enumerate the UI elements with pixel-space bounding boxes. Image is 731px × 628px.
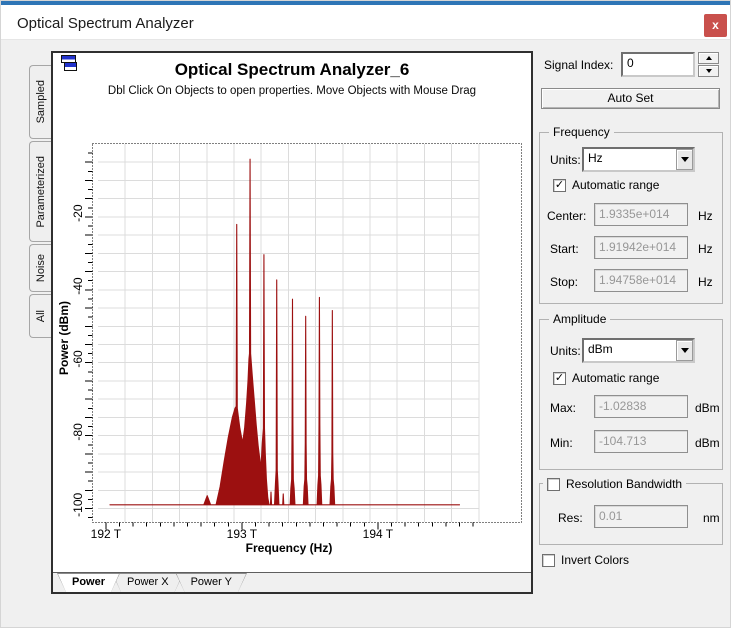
stop-field: 1.94758e+014 bbox=[594, 269, 688, 292]
x-tick-label: 194 T bbox=[363, 527, 394, 541]
close-icon: x bbox=[712, 18, 719, 32]
center-field: 1.9335e+014 bbox=[594, 203, 688, 226]
res-value: 0.01 bbox=[599, 509, 623, 523]
arrow-down-icon bbox=[705, 69, 712, 73]
frequency-auto-range-label: Automatic range bbox=[572, 178, 660, 192]
frequency-units-combo[interactable]: Hz bbox=[582, 147, 695, 172]
amplitude-units-value: dBm bbox=[588, 342, 613, 356]
max-label: Max: bbox=[550, 401, 577, 415]
tab-power-y-label: Power Y bbox=[190, 576, 232, 588]
tab-power-x-label: Power X bbox=[127, 576, 169, 588]
center-value: 1.9335e+014 bbox=[599, 207, 670, 221]
titlebar: Optical Spectrum Analyzer x bbox=[1, 1, 730, 40]
signal-index-value: 0 bbox=[627, 56, 634, 70]
resolution-bandwidth-group: Resolution Bandwidth Res: 0.01 nm bbox=[539, 477, 723, 545]
y-tick-label: -40 bbox=[71, 277, 85, 295]
tab-parameterized-label: Parameterized bbox=[35, 155, 47, 228]
tab-sampled[interactable]: Sampled bbox=[29, 65, 52, 139]
y-tick-label: -80 bbox=[71, 423, 85, 441]
chevron-down-icon bbox=[680, 157, 689, 162]
invert-colors-label: Invert Colors bbox=[561, 553, 630, 567]
signal-index-label: Signal Index: bbox=[544, 58, 614, 72]
y-tick-label: -60 bbox=[71, 350, 85, 368]
signal-index-spin-down[interactable] bbox=[698, 65, 719, 77]
res-unit: nm bbox=[703, 511, 720, 525]
amplitude-group: Amplitude Units: dBm ✓ Automatic range M… bbox=[539, 312, 723, 470]
tab-sampled-label: Sampled bbox=[35, 80, 47, 124]
tab-power-label: Power bbox=[72, 576, 106, 588]
sheet-tab-strip: Power Power X Power Y bbox=[53, 572, 531, 592]
combo-dropdown-button[interactable] bbox=[676, 340, 693, 361]
x-tick-label: 192 T bbox=[91, 527, 122, 541]
resolution-bandwidth-checkbox[interactable] bbox=[547, 477, 560, 491]
max-field: -1.02838 bbox=[594, 395, 688, 418]
invert-colors-row: Invert Colors bbox=[542, 553, 629, 567]
center-label: Center: bbox=[547, 209, 587, 223]
x-axis-label: Frequency (Hz) bbox=[245, 541, 333, 555]
min-label: Min: bbox=[550, 436, 573, 450]
tab-noise[interactable]: Noise bbox=[29, 244, 52, 292]
res-field: 0.01 bbox=[594, 505, 688, 528]
spectrum-trace bbox=[109, 158, 461, 506]
frequency-group-title: Frequency bbox=[549, 125, 614, 139]
frequency-group: Frequency Units: Hz ✓ Automatic range Ce… bbox=[539, 125, 723, 304]
resolution-bandwidth-header: Resolution Bandwidth bbox=[543, 477, 687, 491]
combo-dropdown-button[interactable] bbox=[676, 149, 693, 170]
frequency-auto-range-row: ✓ Automatic range bbox=[553, 178, 659, 192]
stop-label: Stop: bbox=[550, 275, 579, 289]
tab-all-label: All bbox=[35, 309, 47, 323]
tab-parameterized[interactable]: Parameterized bbox=[29, 141, 52, 242]
min-unit: dBm bbox=[695, 436, 720, 450]
resolution-bandwidth-title: Resolution Bandwidth bbox=[566, 477, 683, 491]
y-tick-label: -100 bbox=[71, 492, 85, 516]
tab-all[interactable]: All bbox=[29, 294, 52, 338]
tab-power-x[interactable]: Power X bbox=[112, 573, 184, 592]
amplitude-units-combo[interactable]: dBm bbox=[582, 338, 695, 363]
stop-unit: Hz bbox=[698, 275, 713, 289]
chart-panel: Optical Spectrum Analyzer_6 Dbl Click On… bbox=[51, 51, 533, 594]
tab-noise-label: Noise bbox=[35, 253, 47, 283]
start-label: Start: bbox=[550, 242, 579, 256]
checkmark-icon: ✓ bbox=[554, 371, 565, 384]
checkmark-icon: ✓ bbox=[554, 178, 565, 191]
graph-properties-icon[interactable] bbox=[61, 55, 79, 72]
chart-title: Optical Spectrum Analyzer_6 bbox=[174, 60, 410, 79]
amplitude-auto-range-label: Automatic range bbox=[572, 371, 660, 385]
amplitude-units-label: Units: bbox=[550, 344, 581, 358]
signal-index-input[interactable]: 0 bbox=[621, 52, 695, 77]
y-tick-label: -20 bbox=[71, 204, 85, 222]
max-unit: dBm bbox=[695, 401, 720, 415]
signal-index-spin-up[interactable] bbox=[698, 52, 719, 64]
max-value: -1.02838 bbox=[599, 399, 647, 413]
y-axis-label: Power (dBm) bbox=[57, 300, 71, 376]
amplitude-auto-range-row: ✓ Automatic range bbox=[553, 371, 659, 385]
tab-power-y[interactable]: Power Y bbox=[176, 573, 247, 592]
amplitude-group-title: Amplitude bbox=[549, 312, 611, 326]
chart-subtitle: Dbl Click On Objects to open properties.… bbox=[107, 85, 477, 97]
start-unit: Hz bbox=[698, 242, 713, 256]
res-label: Res: bbox=[558, 511, 583, 525]
invert-colors-checkbox[interactable] bbox=[542, 553, 555, 567]
start-value: 1.91942e+014 bbox=[599, 240, 677, 254]
close-button[interactable]: x bbox=[704, 14, 727, 37]
stop-value: 1.94758e+014 bbox=[599, 273, 677, 287]
tab-power[interactable]: Power bbox=[57, 573, 120, 592]
chevron-down-icon bbox=[680, 348, 689, 353]
min-field: -104.713 bbox=[594, 430, 688, 453]
start-field: 1.91942e+014 bbox=[594, 236, 688, 259]
arrow-up-icon bbox=[705, 56, 712, 60]
spectrum-plot[interactable]: 192 T 193 T 194 T -20 -40 -60 -80 -100 bbox=[53, 53, 531, 572]
amplitude-auto-range-checkbox[interactable]: ✓ bbox=[553, 371, 566, 385]
auto-set-button[interactable]: Auto Set bbox=[541, 88, 720, 109]
plot-frame bbox=[92, 143, 522, 523]
auto-set-label: Auto Set bbox=[607, 91, 654, 105]
frequency-units-value: Hz bbox=[588, 151, 603, 165]
x-tick-label: 193 T bbox=[227, 527, 258, 541]
center-unit: Hz bbox=[698, 209, 713, 223]
min-value: -104.713 bbox=[599, 434, 647, 448]
window-title: Optical Spectrum Analyzer bbox=[17, 15, 194, 32]
frequency-units-label: Units: bbox=[550, 153, 581, 167]
frequency-auto-range-checkbox[interactable]: ✓ bbox=[553, 178, 566, 192]
